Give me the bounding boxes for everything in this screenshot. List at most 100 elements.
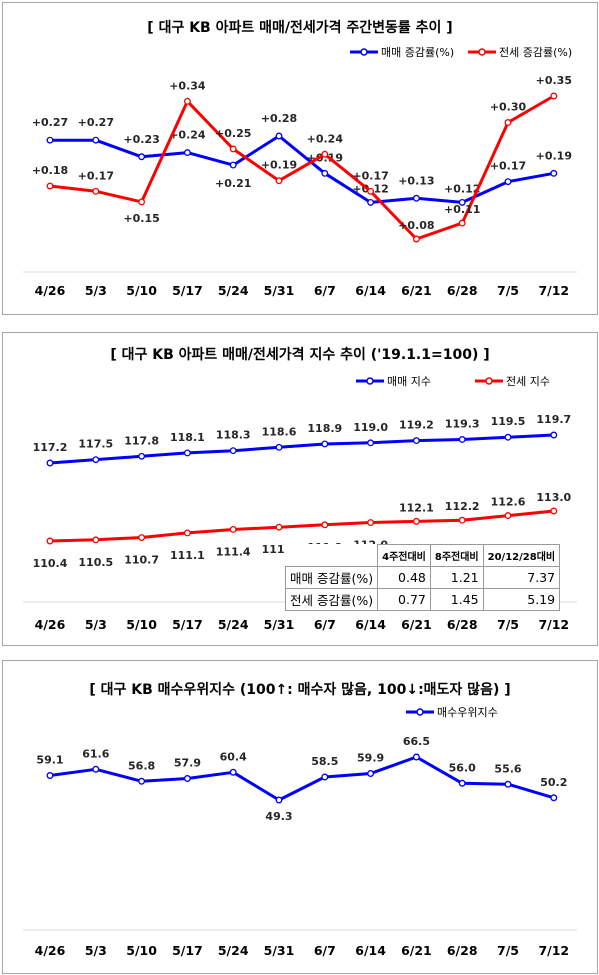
- data-label: 61.6: [82, 747, 109, 760]
- data-label: +0.17: [78, 169, 114, 182]
- data-point: [183, 775, 191, 782]
- legend-label: 매매 지수: [387, 375, 431, 388]
- x-tick-label: 5/31: [264, 943, 295, 958]
- data-point: [504, 512, 512, 520]
- data-label: 66.5: [403, 735, 430, 748]
- data-point: [412, 235, 420, 243]
- data-point: [229, 447, 237, 455]
- data-point: [46, 537, 54, 545]
- x-tick-label: 6/28: [447, 283, 478, 298]
- data-label: 59.1: [36, 754, 63, 767]
- x-tick-label: 6/7: [314, 283, 336, 298]
- data-label: 112.1: [399, 501, 434, 514]
- data-point: [321, 150, 329, 158]
- table-row: 매매 증감률(%) 0.48 1.21 7.37: [284, 566, 561, 589]
- data-label: 58.5: [311, 755, 338, 768]
- data-label: +0.17: [490, 160, 526, 173]
- data-point: [138, 153, 146, 161]
- series-line: [49, 509, 554, 543]
- data-label: +0.28: [261, 112, 297, 125]
- table-cell: 7.37: [482, 566, 561, 589]
- table-cell: 1.45: [429, 588, 484, 611]
- legend-marker: [478, 48, 486, 56]
- row-label: 전세 증감률(%): [284, 588, 379, 611]
- x-tick-label: 6/21: [401, 943, 432, 958]
- data-label: +0.27: [32, 116, 68, 129]
- x-tick-label: 7/12: [538, 283, 569, 298]
- data-label: 118.3: [216, 429, 251, 442]
- data-point: [92, 765, 100, 773]
- data-point: [46, 772, 54, 779]
- data-point: [92, 187, 100, 195]
- data-label: +0.34: [169, 79, 206, 92]
- data-label: +0.24: [307, 132, 344, 145]
- data-label: 56.0: [449, 761, 476, 774]
- data-label: 110.4: [33, 557, 68, 570]
- x-tick-label: 6/21: [401, 283, 432, 298]
- data-point: [458, 516, 466, 524]
- data-label: 110.5: [78, 556, 113, 569]
- data-point: [321, 773, 329, 781]
- data-label: 118.9: [307, 422, 342, 435]
- legend-marker: [360, 48, 368, 56]
- data-label: 118.1: [170, 431, 205, 444]
- data-label: 119.0: [353, 421, 388, 434]
- data-point: [275, 443, 283, 451]
- data-label: 50.2: [540, 776, 567, 789]
- x-tick-label: 5/31: [264, 617, 295, 632]
- x-tick-label: 5/10: [126, 283, 157, 298]
- series-line: [50, 134, 555, 204]
- table-cell: 0.77: [377, 588, 431, 611]
- x-tick-label: 5/17: [172, 943, 203, 958]
- x-tick-label: 6/14: [355, 617, 386, 632]
- x-tick-label: 5/3: [85, 943, 107, 958]
- data-label: +0.08: [398, 219, 434, 232]
- series-line: [49, 94, 555, 241]
- data-point: [504, 119, 512, 126]
- data-label: +0.24: [169, 129, 206, 142]
- data-point: [367, 519, 375, 526]
- data-point: [275, 177, 283, 185]
- data-point: [275, 796, 283, 804]
- x-tick-label: 5/3: [85, 617, 107, 632]
- data-label: +0.15: [123, 212, 159, 225]
- data-point: [504, 178, 512, 186]
- data-point: [275, 523, 283, 531]
- data-label: 113.0: [536, 491, 571, 504]
- data-label: 112.2: [445, 500, 480, 513]
- legend-label: 매수우위지수: [437, 706, 498, 719]
- data-point: [138, 452, 146, 460]
- data-point: [550, 169, 558, 177]
- x-tick-label: 5/10: [126, 617, 157, 632]
- x-tick-label: 7/5: [497, 943, 519, 958]
- data-point: [412, 753, 420, 761]
- data-label: +0.30: [490, 100, 527, 113]
- table-header-row: 4주전대비 8주전대비 20/12/28대비: [285, 544, 561, 567]
- data-label: +0.23: [123, 133, 159, 146]
- data-point: [504, 780, 512, 788]
- x-tick-label: 7/12: [538, 617, 569, 632]
- table-header: 20/12/28대비: [482, 544, 561, 567]
- x-tick-label: 4/26: [35, 283, 66, 298]
- data-point: [229, 145, 237, 153]
- data-point: [367, 439, 375, 447]
- data-label: 57.9: [174, 757, 201, 770]
- data-point: [46, 182, 54, 190]
- data-point: [550, 507, 558, 515]
- data-label: 118.6: [262, 425, 297, 438]
- data-label: 60.4: [220, 750, 247, 763]
- x-tick-label: 7/5: [497, 283, 519, 298]
- data-label: +0.35: [536, 74, 572, 87]
- table-header: 4주전대비: [377, 544, 431, 567]
- x-tick-label: 6/28: [447, 943, 478, 958]
- data-label: 119.2: [399, 419, 434, 432]
- data-point: [92, 136, 100, 144]
- legend-marker: [485, 377, 493, 385]
- data-point: [504, 433, 512, 441]
- table-row: 전세 증감률(%) 0.77 1.45 5.19: [284, 588, 561, 611]
- data-label: +0.19: [261, 159, 297, 172]
- x-tick-label: 5/24: [218, 283, 249, 298]
- data-label: 117.8: [124, 434, 159, 447]
- data-point: [321, 169, 329, 177]
- table-cell: 5.19: [482, 588, 561, 611]
